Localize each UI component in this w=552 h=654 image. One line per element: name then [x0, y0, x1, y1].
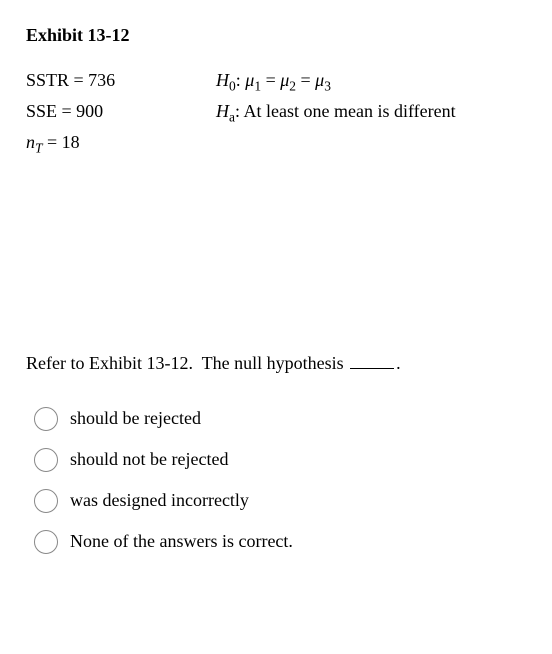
option-label: should not be rejected	[70, 446, 228, 473]
exhibit-row: SSE = 900 Ha: At least one mean is diffe…	[26, 98, 526, 125]
question-prefix: Refer to Exhibit 13-12. The null hypothe…	[26, 353, 348, 373]
question-suffix: .	[396, 353, 401, 373]
exhibit-row: SSTR = 736 H0: μ1 = μ2 = μ3	[26, 67, 526, 94]
radio-icon[interactable]	[34, 448, 58, 472]
exhibit-right	[216, 129, 526, 156]
exhibit-row: nT = 18	[26, 129, 526, 156]
radio-icon[interactable]	[34, 530, 58, 554]
exhibit-data: SSTR = 736 H0: μ1 = μ2 = μ3 SSE = 900 Ha…	[26, 67, 526, 156]
option-label: was designed incorrectly	[70, 487, 249, 514]
option-label: should be rejected	[70, 405, 201, 432]
radio-icon[interactable]	[34, 407, 58, 431]
option-row[interactable]: None of the answers is correct.	[34, 528, 526, 555]
option-row[interactable]: was designed incorrectly	[34, 487, 526, 514]
exhibit-left: SSTR = 736	[26, 67, 216, 94]
radio-icon[interactable]	[34, 489, 58, 513]
exhibit-right: Ha: At least one mean is different	[216, 98, 526, 125]
question-stem: Refer to Exhibit 13-12. The null hypothe…	[26, 350, 526, 377]
exhibit-left: nT = 18	[26, 129, 216, 156]
option-row[interactable]: should not be rejected	[34, 446, 526, 473]
option-label: None of the answers is correct.	[70, 528, 293, 555]
exhibit-title: Exhibit 13-12	[26, 22, 526, 49]
exhibit-left: SSE = 900	[26, 98, 216, 125]
option-row[interactable]: should be rejected	[34, 405, 526, 432]
options: should be rejected should not be rejecte…	[26, 405, 526, 555]
exhibit-right: H0: μ1 = μ2 = μ3	[216, 67, 526, 94]
fill-blank	[350, 352, 394, 369]
